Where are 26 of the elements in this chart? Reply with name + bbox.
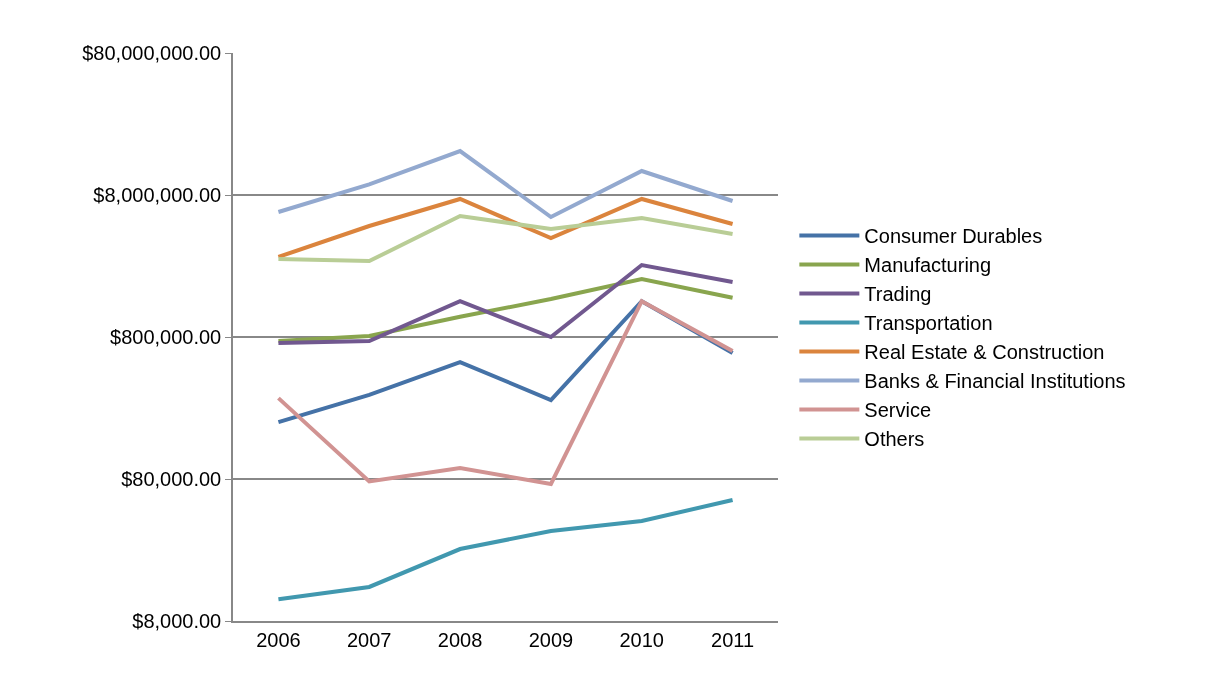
x-tick-label: 2007	[347, 628, 392, 651]
legend-label: Manufacturing	[864, 254, 992, 277]
x-tick-label: 2008	[437, 628, 483, 651]
y-tick-label: $80,000,000.00	[82, 42, 222, 64]
y-tick-label: $8,000,000.00	[93, 184, 222, 206]
line-series	[276, 276, 735, 343]
y-tick-label: $8,000.00	[132, 610, 222, 632]
legend-label: Service	[864, 399, 932, 422]
line-series	[276, 299, 735, 486]
y-tick-label: $80,000.00	[121, 468, 222, 490]
x-tick-label: 2010	[619, 628, 664, 651]
y-tick-label: $800,000.00	[110, 326, 222, 348]
x-tick-label: 2011	[711, 628, 755, 651]
legend-label: Trading	[864, 283, 932, 306]
line-series	[276, 498, 735, 602]
line-series	[276, 214, 735, 264]
line-series	[276, 263, 735, 345]
legend-label: Transportation	[864, 312, 993, 335]
legend-label: Others	[864, 428, 925, 451]
line-series	[276, 196, 735, 259]
legend-label: Banks & Financial Institutions	[864, 370, 1126, 393]
legend-label: Real Estate & Construction	[864, 341, 1105, 364]
x-tick-label: 2009	[528, 628, 574, 651]
legend-label: Consumer Durables	[864, 225, 1043, 248]
x-tick-label: 2006	[256, 628, 301, 651]
line-series	[276, 149, 735, 219]
